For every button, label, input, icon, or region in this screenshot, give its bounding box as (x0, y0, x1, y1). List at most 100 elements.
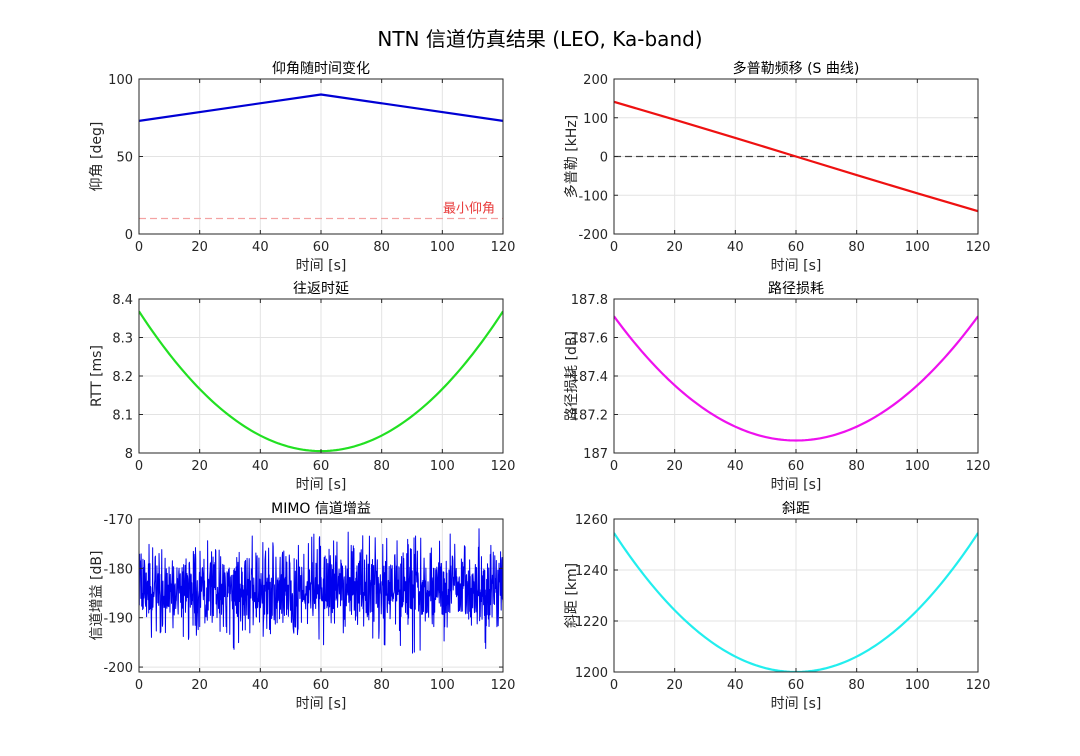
y-tick-label: -180 (103, 562, 133, 577)
y-tick-label: 100 (108, 73, 133, 88)
x-tick-label: 40 (252, 459, 269, 474)
y-tick-label: 0 (600, 151, 608, 166)
series-line (139, 93, 503, 122)
series-line (614, 100, 978, 213)
x-axis-label: 时间 [s] (771, 696, 822, 712)
x-tick-label: 120 (966, 240, 991, 255)
subplot-title: 路径损耗 (768, 281, 824, 297)
x-tick-label: 0 (610, 240, 618, 255)
x-tick-label: 80 (373, 678, 390, 693)
x-tick-label: 100 (430, 240, 455, 255)
x-tick-label: 60 (313, 240, 330, 255)
y-tick-label: 187.8 (571, 293, 608, 308)
x-tick-label: 80 (848, 678, 865, 693)
subplot-doppler: 0 20 40 60 80 100 120 -200 -100 0 100 200 多普勒频移 (S 曲… (563, 60, 990, 274)
series-line (139, 528, 503, 654)
y-axis-label: 仰角 [deg] (89, 122, 105, 192)
y-tick-label: 187.2 (571, 409, 608, 424)
y-tick-label: 8.2 (112, 370, 133, 385)
subplot-title: MIMO 信道增益 (271, 501, 371, 517)
x-tick-label: 40 (727, 459, 744, 474)
x-tick-label: 20 (666, 459, 683, 474)
y-axis-label: 路径损耗 [dB] (564, 331, 580, 421)
plot-data (139, 93, 503, 220)
annotation-label: 最小仰角 (443, 202, 495, 217)
x-tick-label: 120 (966, 459, 991, 474)
y-tick-label: 8 (125, 447, 133, 462)
x-tick-label: 0 (135, 240, 143, 255)
x-tick-label: 20 (191, 240, 208, 255)
y-tick-label: 8.4 (112, 293, 133, 308)
x-axis-label: 时间 [s] (296, 258, 347, 274)
x-tick-label: 120 (966, 678, 991, 693)
x-tick-label: 80 (848, 459, 865, 474)
x-tick-label: 100 (430, 678, 455, 693)
x-tick-label: 40 (727, 678, 744, 693)
x-axis-label: 时间 [s] (296, 696, 347, 712)
x-tick-label: 40 (252, 240, 269, 255)
x-tick-label: 120 (491, 459, 516, 474)
plot-data (614, 532, 978, 672)
y-tick-label: 100 (583, 112, 608, 127)
y-tick-label: 0 (125, 228, 133, 243)
y-tick-label: 1220 (575, 615, 608, 630)
plot-data (614, 100, 978, 213)
x-axis-label: 时间 [s] (771, 258, 822, 274)
subplot-title: 往返时延 (293, 281, 349, 297)
x-tick-label: 60 (788, 459, 805, 474)
series-line (614, 532, 978, 672)
x-tick-label: 80 (373, 240, 390, 255)
y-axis-label: 多普勒 [kHz] (563, 115, 580, 198)
subplot-title: 多普勒频移 (S 曲线) (733, 60, 860, 77)
y-tick-label: 8.3 (112, 332, 133, 347)
subplot-mimo: 0 20 40 60 80 100 120 -200 -190 -180 -170 MIMO 信道增益… (89, 501, 515, 712)
x-tick-label: 0 (135, 678, 143, 693)
y-tick-label: -200 (103, 661, 133, 676)
y-tick-label: -100 (578, 189, 608, 204)
x-tick-label: 60 (313, 678, 330, 693)
plot-data (614, 315, 978, 442)
x-tick-label: 80 (848, 240, 865, 255)
subplot-pathloss: 0 20 40 60 80 100 120 187 187.2 187.4 187.6 187.8 路径… (564, 281, 990, 493)
y-tick-label: 1260 (575, 513, 608, 528)
x-axis-label: 时间 [s] (771, 477, 822, 493)
x-tick-label: 120 (491, 240, 516, 255)
x-tick-label: 120 (491, 678, 516, 693)
series-line (614, 315, 978, 442)
x-tick-label: 60 (313, 459, 330, 474)
x-tick-label: 20 (666, 678, 683, 693)
subplot-title: 斜距 (782, 501, 810, 517)
y-tick-label: 200 (583, 73, 608, 88)
plot-data (139, 528, 503, 654)
x-tick-label: 20 (191, 459, 208, 474)
figure-title: NTN 信道仿真结果 (LEO, Ka-band) (377, 27, 702, 51)
x-tick-label: 100 (430, 459, 455, 474)
y-tick-label: -190 (103, 612, 133, 627)
x-tick-label: 20 (666, 240, 683, 255)
y-axis-label: 信道增益 [dB] (89, 551, 105, 641)
x-tick-label: 80 (373, 459, 390, 474)
y-tick-label: 1240 (575, 564, 608, 579)
x-axis-label: 时间 [s] (296, 477, 347, 493)
y-axis-label: RTT [ms] (89, 345, 105, 407)
y-axis-label: 斜距 [km] (564, 563, 580, 628)
x-tick-label: 100 (905, 459, 930, 474)
y-tick-label: 50 (116, 151, 133, 166)
x-tick-label: 40 (252, 678, 269, 693)
y-tick-label: 8.1 (112, 409, 133, 424)
y-tick-label: 1200 (575, 666, 608, 681)
y-tick-label: 187 (583, 447, 608, 462)
subplot-title: 仰角随时间变化 (272, 61, 370, 77)
y-tick-label: -170 (103, 513, 133, 528)
x-tick-label: 0 (610, 678, 618, 693)
x-tick-label: 100 (905, 678, 930, 693)
x-tick-label: 0 (135, 459, 143, 474)
x-tick-label: 100 (905, 240, 930, 255)
y-tick-label: 187.6 (571, 332, 608, 347)
y-tick-label: 187.4 (571, 370, 608, 385)
